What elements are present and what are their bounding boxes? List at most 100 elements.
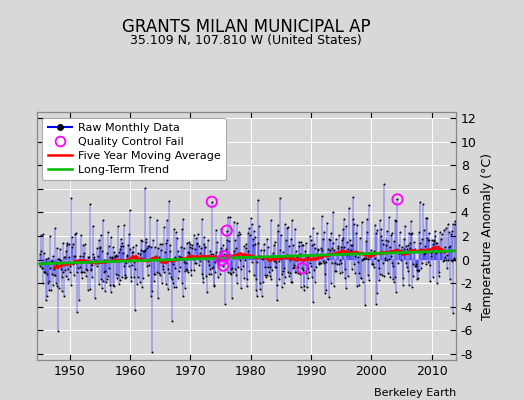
Point [419,200,428,207]
Point [374,257,382,263]
Point [167,318,176,324]
Point [184,239,193,245]
Point [357,275,365,282]
Point [95,237,103,244]
Point [144,243,152,249]
Point [329,240,337,246]
Point [284,224,292,230]
Point [305,260,314,266]
Point [371,222,379,228]
Point [64,266,72,272]
Point [54,285,63,292]
Point [53,283,61,290]
Point [257,254,266,261]
Point [84,254,93,260]
Point [170,284,178,290]
Point [263,272,271,278]
Point [204,271,213,277]
Point [199,278,208,285]
Point [399,275,407,281]
Point [171,229,180,236]
Point [198,216,206,222]
Point [350,260,358,267]
Point [290,262,298,268]
Point [300,283,309,290]
Point [429,274,437,280]
Point [75,258,83,264]
Point [307,263,315,270]
Point [58,288,66,294]
Point [65,241,73,248]
Point [56,246,64,252]
Point [122,259,130,266]
Point [218,247,226,254]
Text: Berkeley Earth: Berkeley Earth [374,388,456,398]
Text: GRANTS MILAN MUNICIPAL AP: GRANTS MILAN MUNICIPAL AP [122,18,370,36]
Point [112,271,121,278]
Point [140,248,149,254]
Point [291,269,299,276]
Point [420,227,428,234]
Point [440,256,449,263]
Point [402,260,410,266]
Point [412,260,420,267]
Point [141,246,149,253]
Point [382,242,390,248]
Point [458,252,466,258]
Point [246,253,255,259]
Point [379,241,388,247]
Point [213,239,221,245]
Point [435,269,443,275]
Point [366,250,374,256]
Point [286,269,294,276]
Point [267,276,275,282]
Point [227,270,235,277]
Point [133,254,141,261]
Point [69,261,77,267]
Point [396,247,404,254]
Point [84,254,92,260]
Point [450,256,458,263]
Point [201,244,210,250]
Point [405,281,413,288]
Point [100,269,108,276]
Point [427,253,435,260]
Point [180,245,188,251]
Point [188,244,196,251]
Point [256,255,265,261]
Point [268,267,276,273]
Point [102,278,111,285]
Point [272,297,281,303]
Point [220,251,228,257]
Point [173,275,182,281]
Point [410,263,419,269]
Point [304,265,313,271]
Point [157,259,165,265]
Point [439,246,447,253]
Point [116,243,125,250]
Point [191,260,200,266]
Point [270,242,278,248]
Point [314,247,322,254]
Point [212,249,220,256]
Point [46,264,54,271]
Point [294,264,302,270]
Point [125,230,133,237]
Point [257,246,265,253]
Point [255,252,263,259]
Point [319,229,328,236]
Point [70,253,78,259]
Point [91,295,99,302]
Point [58,274,67,280]
Point [324,256,332,262]
Point [436,249,444,255]
Point [140,184,149,191]
Point [102,250,111,256]
Point [89,251,97,258]
Point [301,248,310,254]
Point [323,246,332,252]
Point [383,228,391,234]
Point [47,287,56,294]
Point [423,235,431,242]
Point [326,237,334,244]
